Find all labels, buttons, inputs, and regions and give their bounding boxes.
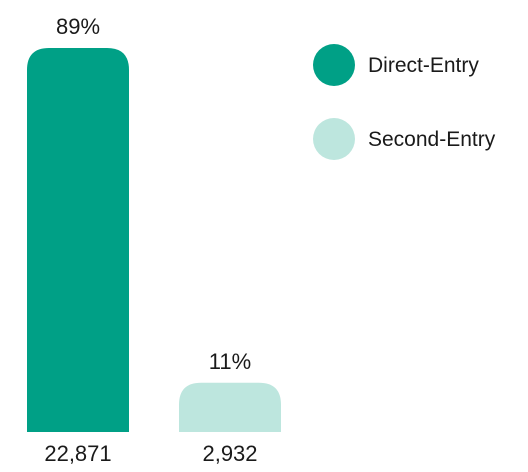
bar-direct-entry (27, 48, 129, 432)
legend-item-direct-entry: Direct-Entry (313, 44, 479, 86)
legend-item-second-entry: Second-Entry (313, 118, 496, 160)
percent-label-second-entry: 11% (209, 349, 251, 374)
legend-swatch-second-entry (313, 118, 355, 160)
legend-label-second-entry: Second-Entry (368, 128, 496, 151)
count-label-second-entry: 2,932 (202, 441, 257, 466)
bars-layer: 89% 22,871 11% 2,932 (27, 14, 281, 466)
count-label-direct-entry: 22,871 (44, 441, 111, 466)
percent-label-direct-entry: 89% (56, 14, 100, 39)
legend-swatch-direct-entry (313, 44, 355, 86)
legend: Direct-Entry Second-Entry (313, 44, 496, 160)
legend-label-direct-entry: Direct-Entry (368, 54, 479, 77)
bar-second-entry (179, 382, 281, 432)
